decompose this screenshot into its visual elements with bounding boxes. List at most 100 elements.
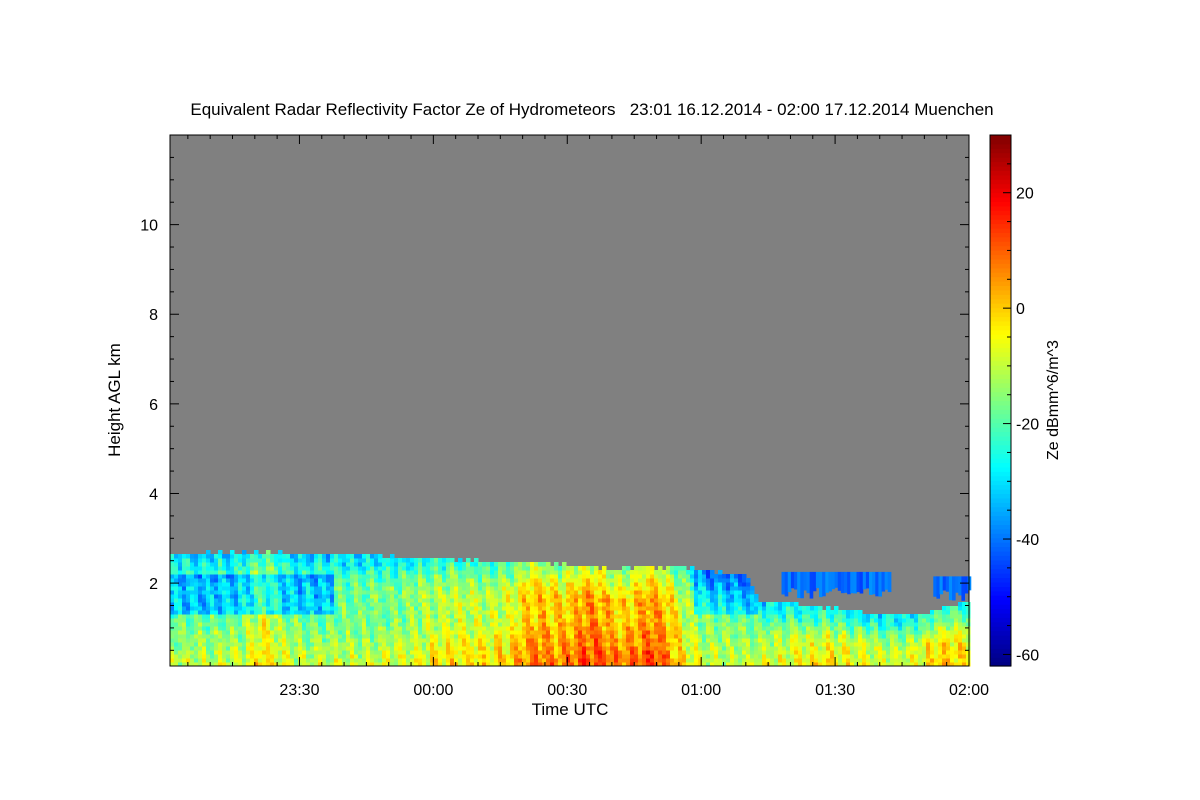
- ze-cell: [486, 634, 491, 639]
- ze-cell: [222, 614, 227, 619]
- ze-cell: [410, 586, 415, 591]
- ze-cell: [306, 562, 311, 567]
- ze-cell: [906, 642, 911, 647]
- ze-cell: [210, 662, 215, 667]
- ze-cell: [942, 576, 947, 591]
- ze-cell: [438, 602, 443, 607]
- ze-cell: [822, 634, 827, 639]
- ze-cell: [578, 642, 583, 647]
- ze-cell: [810, 658, 815, 663]
- ze-cell: [874, 642, 879, 647]
- ze-cell: [234, 610, 239, 615]
- ze-cell: [438, 650, 443, 655]
- ze-cell: [614, 630, 619, 635]
- ze-cell: [606, 590, 611, 595]
- ze-cell: [250, 630, 255, 635]
- ze-cell: [774, 658, 779, 663]
- ze-cell: [494, 590, 499, 595]
- ze-cell: [514, 610, 519, 615]
- ze-cell: [254, 654, 259, 659]
- ze-cell: [602, 614, 607, 619]
- ze-cell: [462, 622, 467, 627]
- ze-cell: [522, 642, 527, 647]
- ze-cell: [430, 634, 435, 639]
- ze-cell: [458, 582, 463, 587]
- ze-cell: [278, 574, 283, 579]
- ze-cell: [322, 566, 327, 571]
- ze-cell: [174, 598, 179, 603]
- ze-cell: [490, 598, 495, 603]
- ze-cell: [246, 554, 251, 559]
- ze-cell: [206, 590, 211, 595]
- ze-cell: [434, 638, 439, 643]
- ze-cell: [622, 646, 627, 651]
- ze-cell: [582, 654, 587, 659]
- ze-cell: [202, 598, 207, 603]
- ze-cell: [922, 618, 927, 623]
- ze-cell: [446, 586, 451, 591]
- ze-cell: [678, 578, 683, 583]
- ze-cell: [614, 658, 619, 663]
- ze-cell: [518, 658, 523, 663]
- ze-cell: [254, 562, 259, 567]
- ze-cell: [170, 622, 175, 627]
- ze-cell: [674, 634, 679, 639]
- ze-cell: [542, 602, 547, 607]
- ze-cell: [194, 650, 199, 655]
- ze-cell: [686, 662, 691, 667]
- ze-cell: [846, 654, 851, 659]
- colorbar-segment: [990, 342, 1011, 348]
- ze-cell: [842, 626, 847, 631]
- ze-cell: [610, 630, 615, 635]
- ze-cell: [258, 606, 263, 611]
- ze-cell: [886, 614, 891, 619]
- ze-cell: [178, 574, 183, 579]
- ze-cell: [502, 646, 507, 651]
- ze-cell: [382, 630, 387, 635]
- ze-cell: [442, 574, 447, 579]
- ze-cell: [550, 662, 555, 667]
- ze-cell: [202, 602, 207, 607]
- ze-cell: [554, 658, 559, 663]
- ze-cell: [370, 570, 375, 575]
- ze-cell: [230, 590, 235, 595]
- ze-cell: [614, 574, 619, 579]
- ze-cell: [566, 658, 571, 663]
- ze-cell: [726, 618, 731, 623]
- ze-cell: [825, 571, 829, 593]
- ze-cell: [586, 638, 591, 643]
- ze-cell: [570, 650, 575, 655]
- ze-cell: [266, 558, 271, 563]
- ze-cell: [714, 614, 719, 619]
- ze-cell: [262, 626, 267, 631]
- ze-cell: [598, 646, 603, 651]
- ze-cell: [370, 650, 375, 655]
- ze-cell: [878, 622, 883, 627]
- ze-cell: [550, 626, 555, 631]
- ze-cell: [378, 626, 383, 631]
- ze-cell: [802, 618, 807, 623]
- ze-cell: [934, 654, 939, 659]
- ze-cell: [526, 642, 531, 647]
- ze-cell: [698, 578, 703, 583]
- ze-cell: [510, 610, 515, 615]
- ze-cell: [222, 554, 227, 559]
- ze-cell: [382, 642, 387, 647]
- ze-cell: [610, 598, 615, 603]
- ze-cell: [722, 614, 727, 619]
- ze-cell: [502, 626, 507, 631]
- ze-cell: [490, 594, 495, 599]
- ze-cell: [506, 662, 511, 667]
- ze-cell: [838, 650, 843, 655]
- ze-cell: [702, 646, 707, 651]
- ze-cell: [366, 662, 371, 667]
- ze-cell: [554, 650, 559, 655]
- ze-cell: [530, 646, 535, 651]
- ze-cell: [262, 590, 267, 595]
- ze-cell: [558, 602, 563, 607]
- ze-cell: [894, 650, 899, 655]
- ze-cell: [198, 658, 203, 663]
- ze-cell: [414, 642, 419, 647]
- ze-cell: [258, 642, 263, 647]
- ze-cell: [666, 578, 671, 583]
